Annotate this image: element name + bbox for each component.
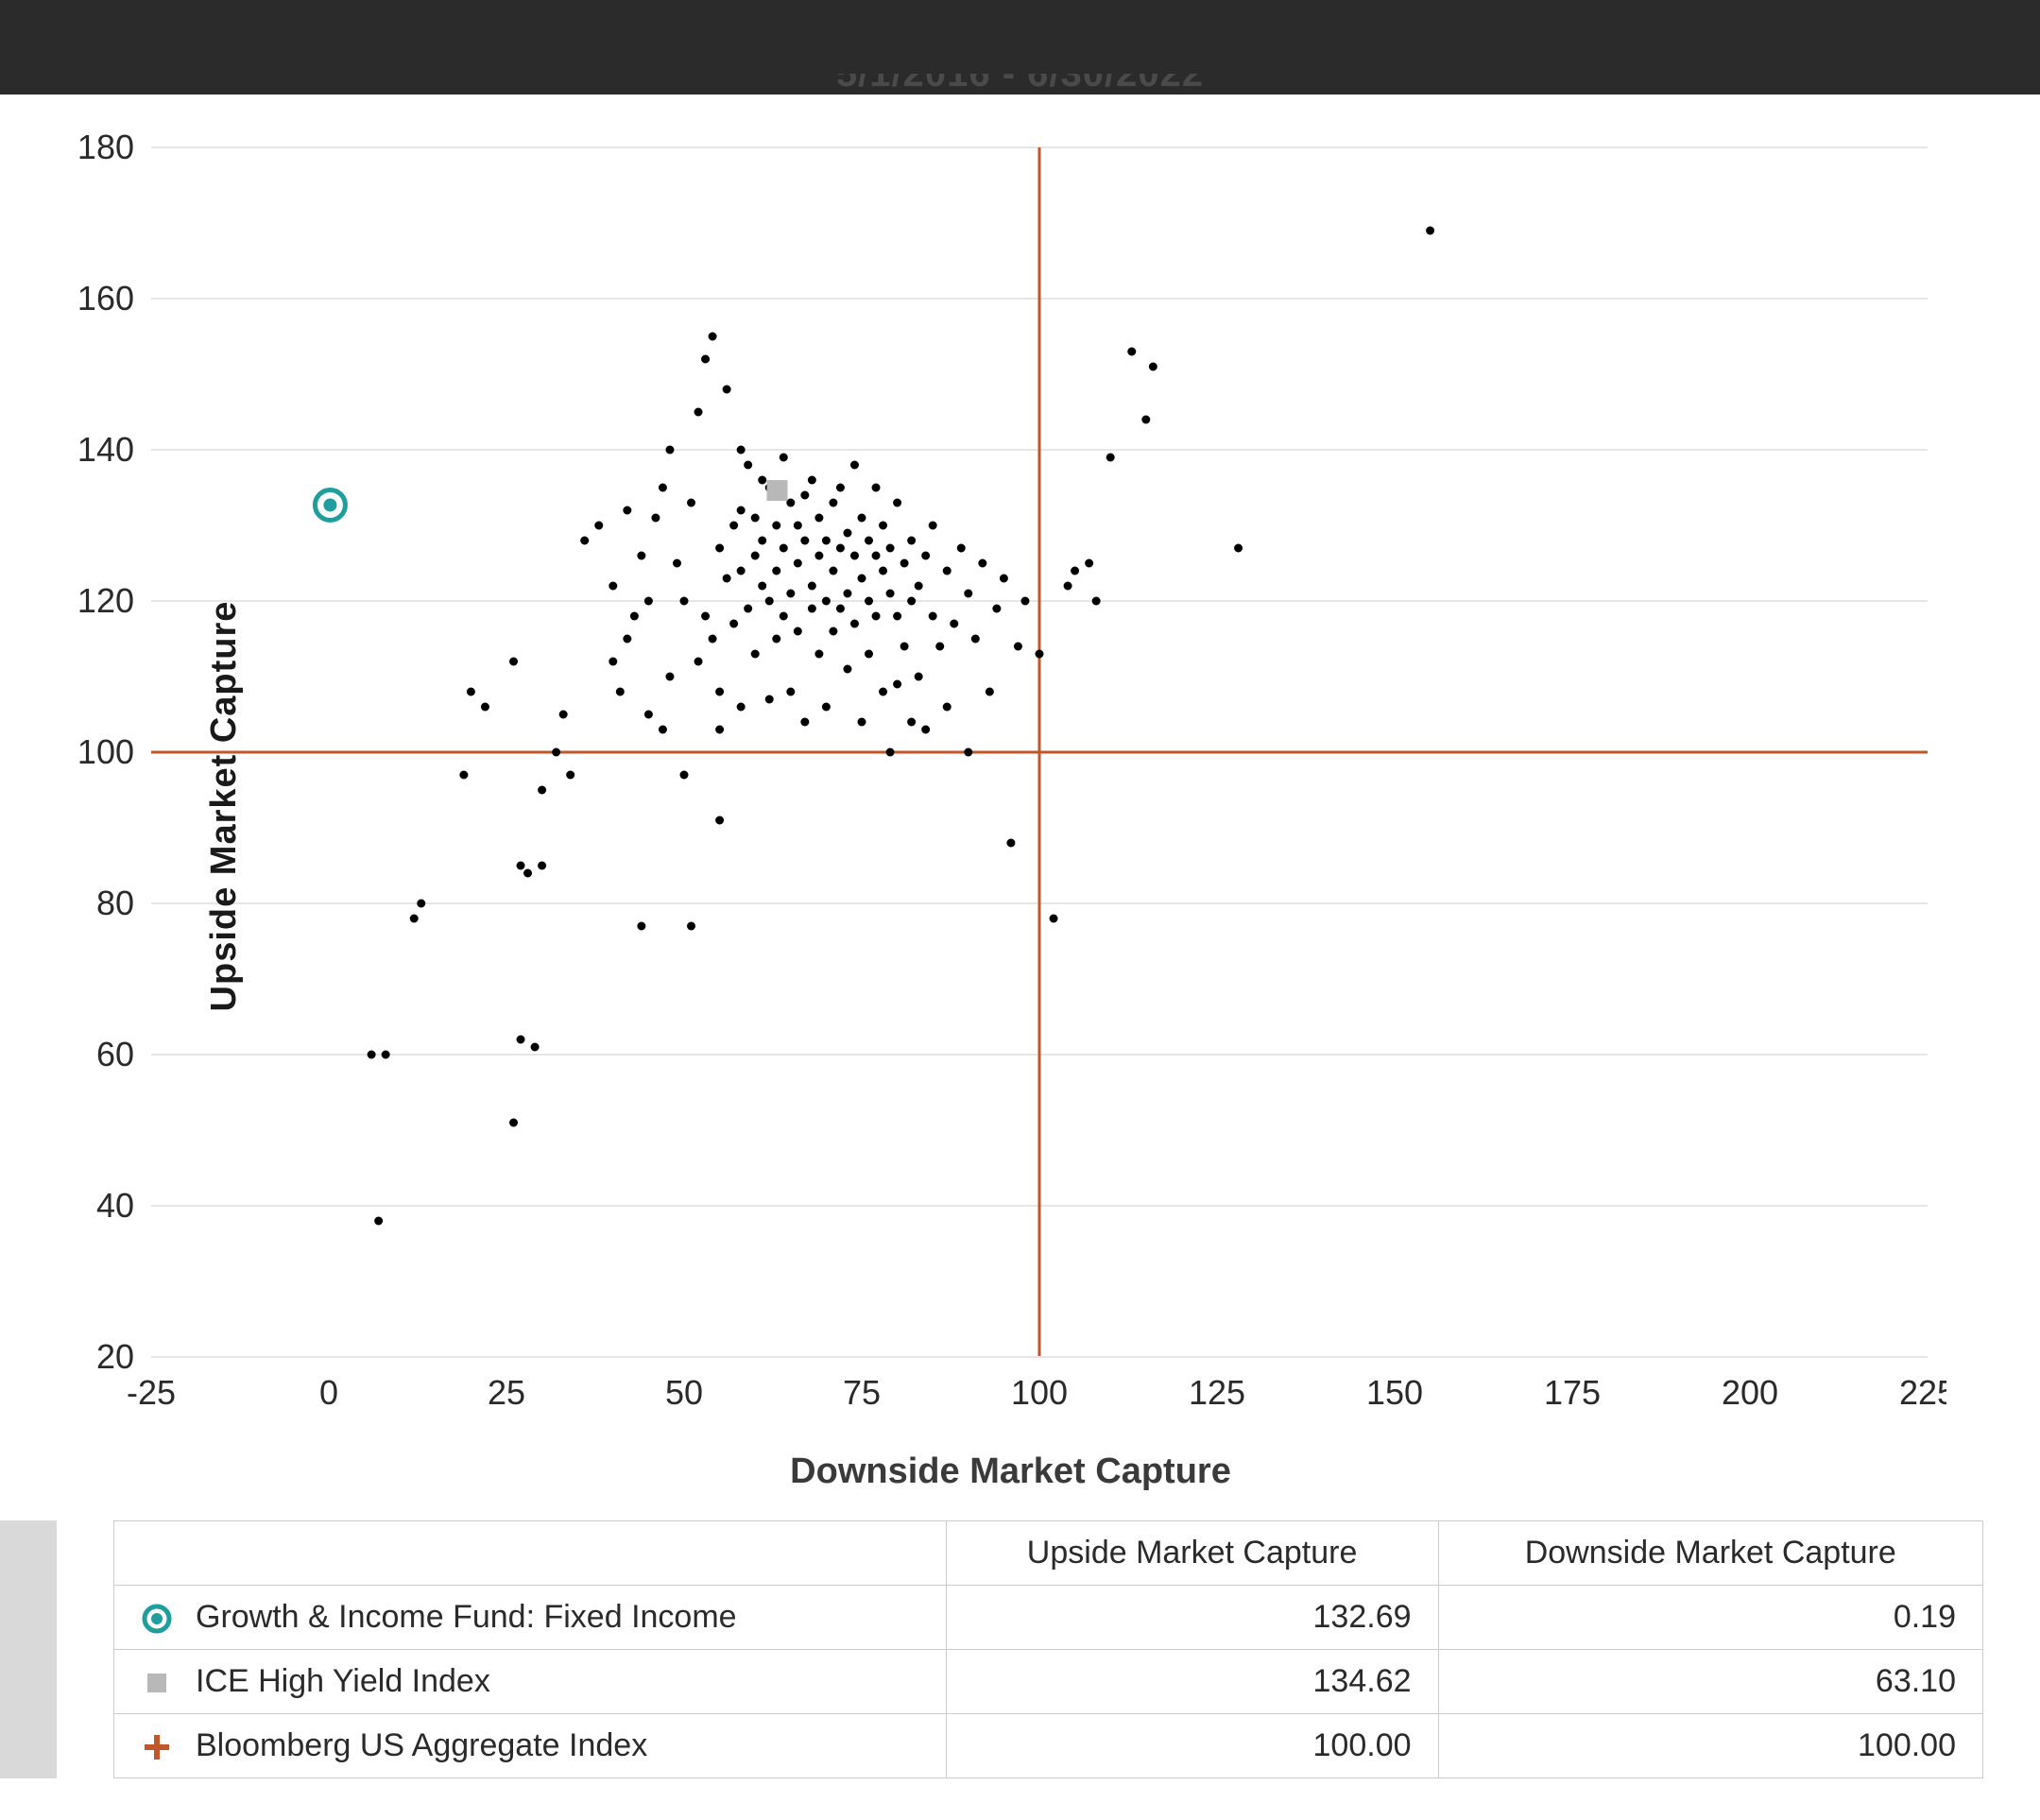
table-cell-upside: 100.00: [946, 1714, 1438, 1778]
ring-dot-icon: [141, 1603, 179, 1635]
svg-text:140: 140: [77, 430, 134, 469]
row-label: Bloomberg US Aggregate Index: [196, 1727, 647, 1763]
table-header-blank: [114, 1521, 947, 1586]
svg-text:180: 180: [77, 128, 134, 166]
table-cell-downside: 63.10: [1438, 1650, 1982, 1714]
chart-container: Upside Market Capture -25 0 25 50 75 100 125 15…: [38, 119, 1983, 1492]
svg-text:20: 20: [96, 1337, 134, 1376]
svg-text:150: 150: [1366, 1373, 1423, 1412]
y-axis-label: Upside Market Capture: [204, 600, 245, 1011]
table-cell-downside: 0.19: [1438, 1586, 1982, 1650]
capture-table: Upside Market Capture Downside Market Ca…: [113, 1520, 1983, 1778]
table-cell-downside: 100.00: [1438, 1714, 1982, 1778]
svg-text:200: 200: [1722, 1373, 1778, 1412]
table-side-accent: [0, 1520, 57, 1778]
x-axis-label: Downside Market Capture: [38, 1451, 1983, 1492]
svg-text:175: 175: [1544, 1373, 1601, 1412]
svg-text:100: 100: [1011, 1373, 1068, 1412]
table-header-row: Upside Market Capture Downside Market Ca…: [114, 1521, 1983, 1586]
square-icon: [141, 1667, 179, 1699]
svg-text:60: 60: [96, 1035, 134, 1073]
table-cell-label: Growth & Income Fund: Fixed Income: [114, 1586, 947, 1650]
svg-text:80: 80: [96, 884, 134, 922]
table-cell-upside: 134.62: [946, 1650, 1438, 1714]
svg-text:225: 225: [1899, 1373, 1946, 1412]
svg-text:125: 125: [1189, 1373, 1245, 1412]
table-row: ICE High Yield Index 134.6263.10: [114, 1650, 1983, 1714]
row-label: Growth & Income Fund: Fixed Income: [196, 1599, 737, 1635]
svg-text:75: 75: [843, 1373, 881, 1412]
table-cell-upside: 132.69: [946, 1586, 1438, 1650]
svg-text:25: 25: [488, 1373, 525, 1412]
table-row: Growth & Income Fund: Fixed Income 132.69…: [114, 1586, 1983, 1650]
table-row: Bloomberg US Aggregate Index 100.00100.00: [114, 1714, 1983, 1778]
row-label: ICE High Yield Index: [196, 1663, 490, 1699]
table-cell-label: Bloomberg US Aggregate Index: [114, 1714, 947, 1778]
svg-text:100: 100: [77, 732, 134, 771]
table-cell-label: ICE High Yield Index: [114, 1650, 947, 1714]
svg-text:40: 40: [96, 1186, 134, 1225]
svg-text:160: 160: [77, 279, 134, 318]
table-header-upside: Upside Market Capture: [946, 1521, 1438, 1586]
svg-text:-25: -25: [127, 1373, 176, 1412]
data-table-container: Upside Market Capture Downside Market Ca…: [113, 1520, 1983, 1778]
svg-text:0: 0: [319, 1373, 338, 1412]
table-header-downside: Downside Market Capture: [1438, 1521, 1982, 1586]
svg-text:50: 50: [665, 1373, 703, 1412]
svg-text:120: 120: [77, 581, 134, 620]
plus-icon: [141, 1731, 179, 1763]
subtitle-date-range: 5/1/2016 - 6/30/2022: [0, 74, 2040, 100]
scatter-chart: -25 0 25 50 75 100 125 150 175 200 225 20 40 60 80 100 1…: [38, 119, 1946, 1442]
